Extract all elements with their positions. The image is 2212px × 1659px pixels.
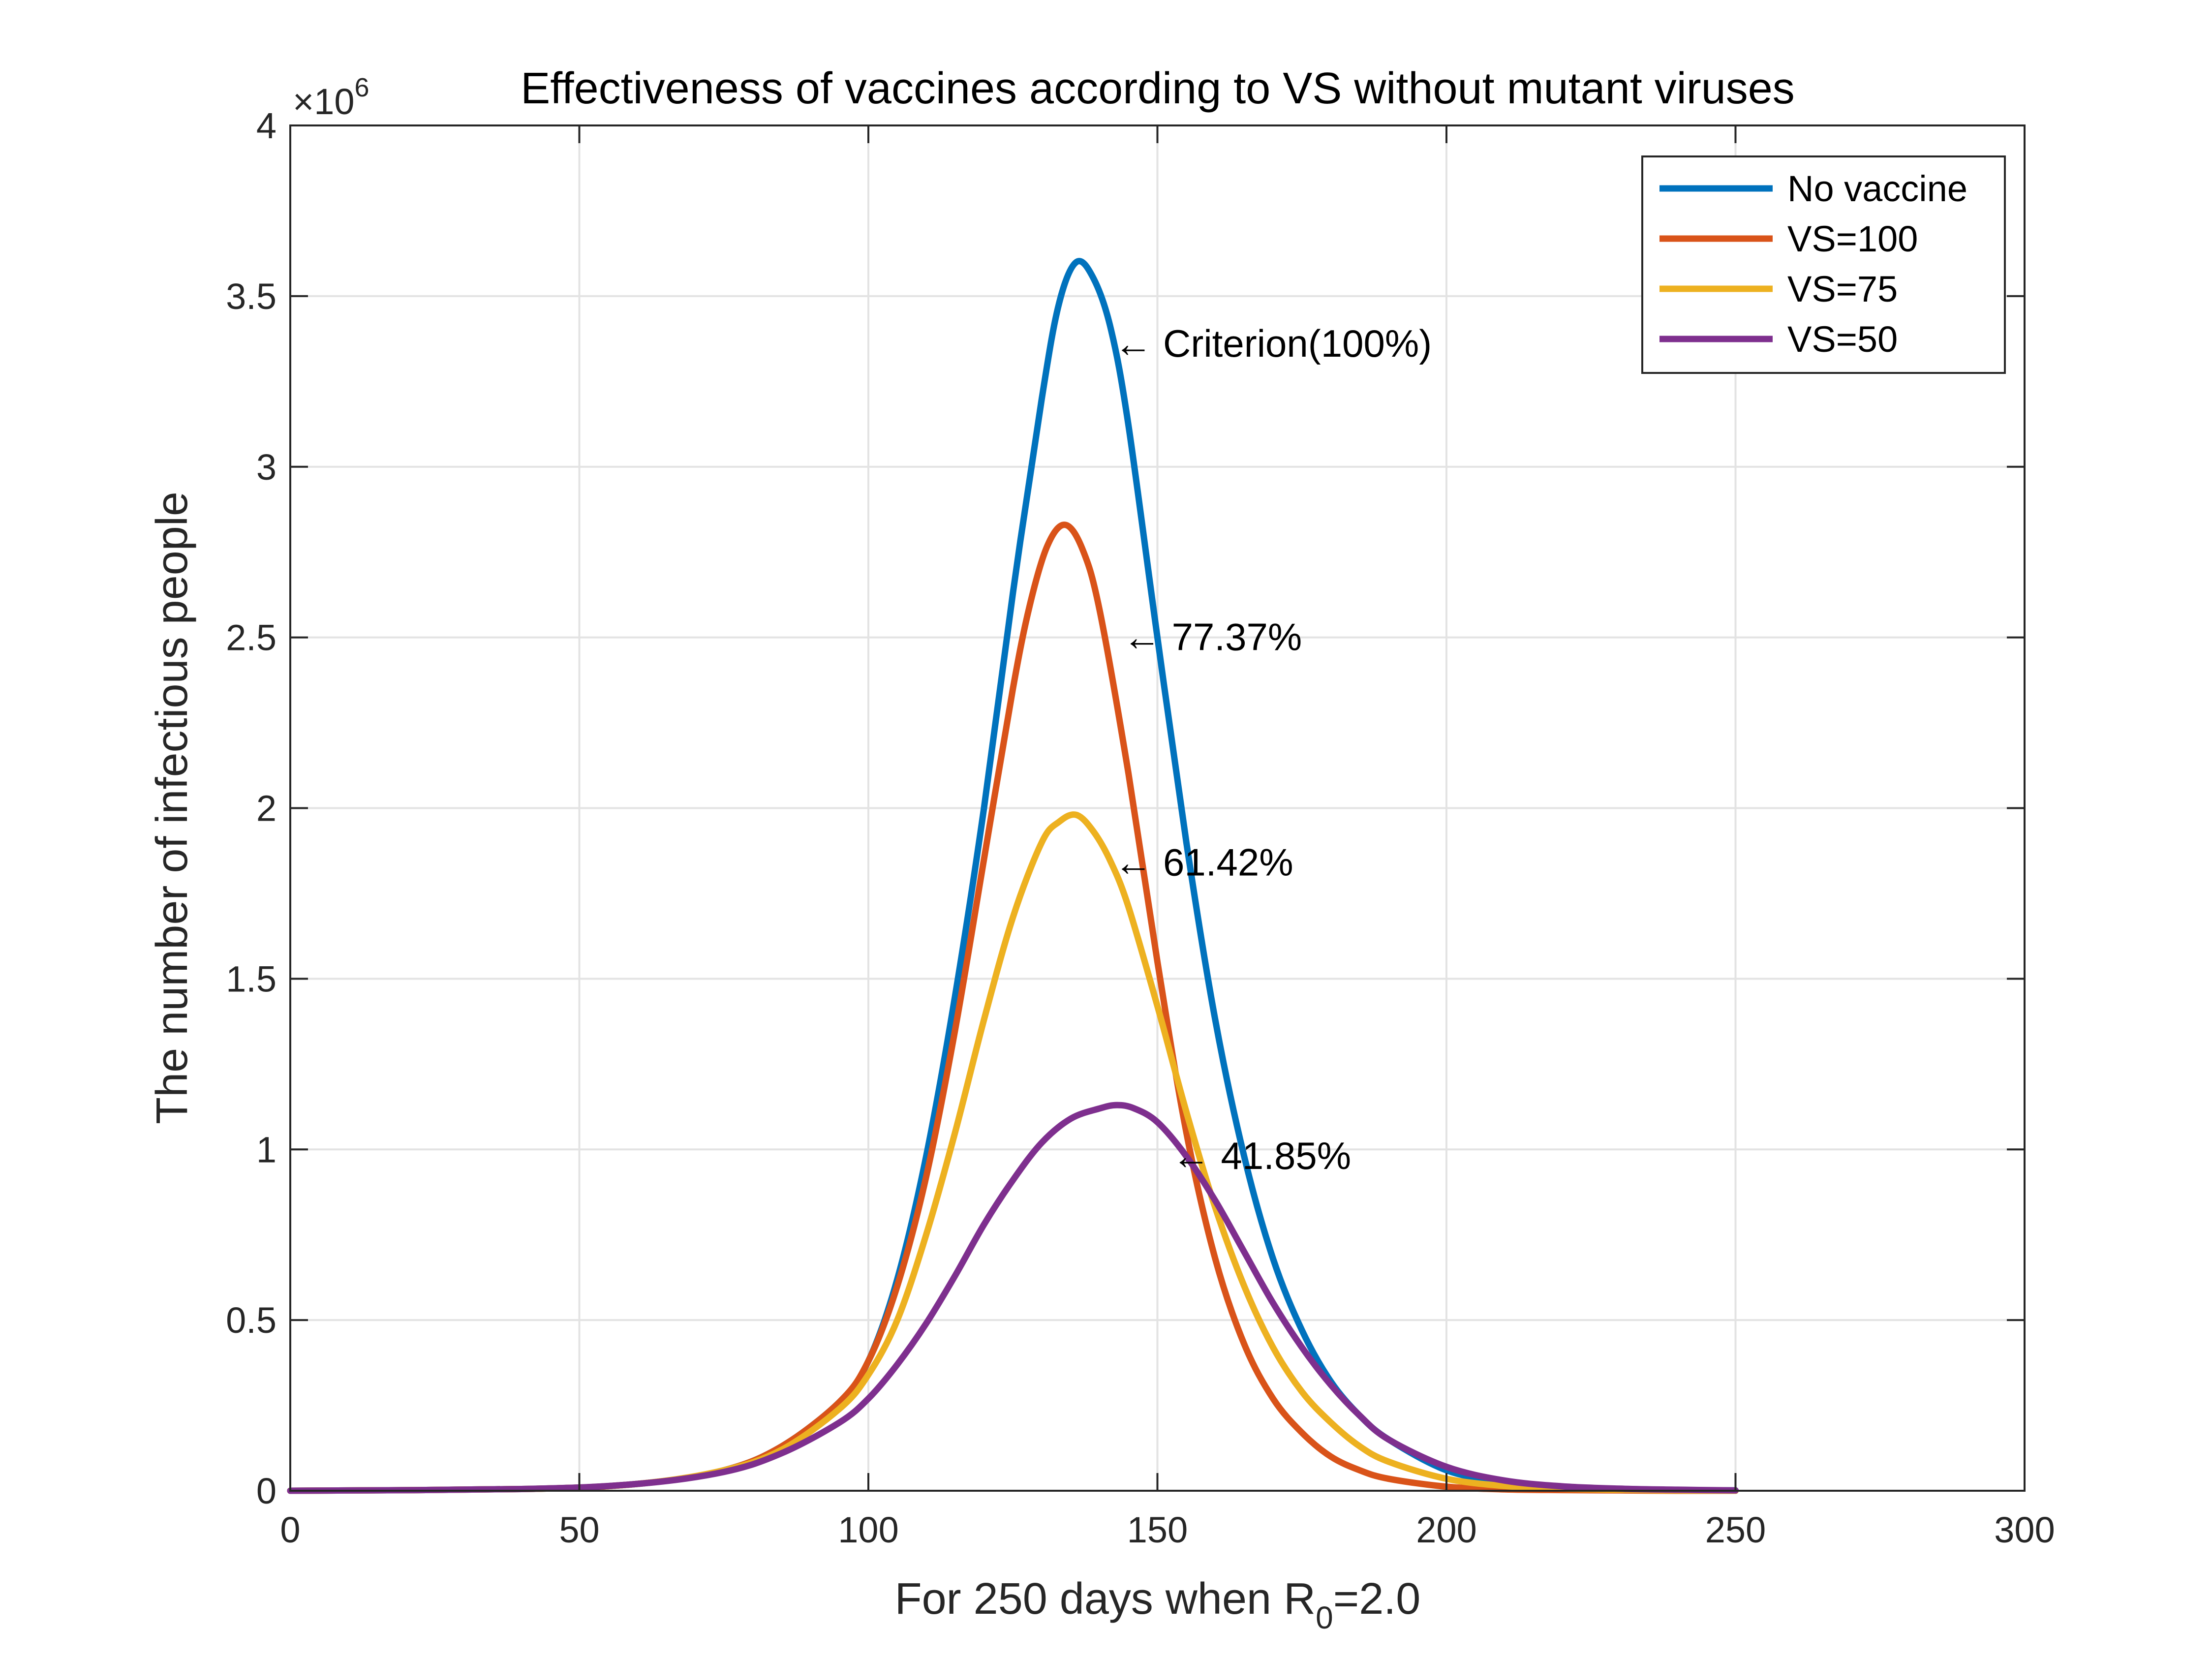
y-tick-label: 3.5 [226, 276, 276, 317]
y-exponent-power: 6 [355, 73, 369, 102]
series-lines [287, 258, 1739, 1494]
annotation-label: ← 41.85% [1172, 1134, 1351, 1177]
chart-title: Effectiveness of vaccines according to V… [521, 64, 1795, 113]
y-tick-label: 2.5 [226, 617, 276, 658]
y-tick-label: 0.5 [226, 1300, 276, 1341]
y-tick-label: 1.5 [226, 958, 276, 999]
y-exponent-label: ×106 [293, 73, 369, 122]
legend-entry-label: No vaccine [1787, 168, 1967, 209]
annotation-label: ← 77.37% [1123, 615, 1302, 659]
legend-entry-label: VS=75 [1787, 269, 1898, 309]
y-tick-label: 4 [256, 105, 276, 146]
x-tick-label: 0 [280, 1509, 300, 1550]
legend-entry-label: VS=100 [1787, 218, 1918, 259]
x-axis-label-post: =2.0 [1333, 1574, 1421, 1624]
legend-box [1641, 155, 2006, 374]
series-line-2 [287, 522, 1739, 1494]
y-tick-label: 1 [256, 1129, 276, 1170]
x-tick-label: 100 [838, 1509, 898, 1550]
axis-ticks: 0 50 100 150 200 250 300 0 0.5 1 1.5 2 2.5 3 3.5 4 [226, 105, 2055, 1550]
legend: No vaccine VS=100 VS=75 VS=50 [1641, 155, 2006, 374]
x-axis-label-sub: 0 [1316, 1600, 1333, 1635]
annotation-label: ← Criterion(100%) [1114, 322, 1432, 365]
y-tick-label: 0 [256, 1471, 276, 1511]
y-axis-label: The number of infectious people [148, 492, 197, 1124]
series-line-3 [287, 811, 1739, 1494]
series-line-4 [287, 1102, 1739, 1494]
y-tick-label: 3 [256, 447, 276, 488]
y-exponent-prefix: ×10 [293, 81, 355, 122]
x-axis-label-main: For 250 days when R [895, 1574, 1316, 1624]
annotations: ← Criterion(100%) ← 77.37% ← 61.42% ← 41.85… [1114, 322, 1432, 1177]
y-tick-label: 2 [256, 788, 276, 829]
x-tick-label: 300 [1994, 1509, 2055, 1550]
x-tick-label: 200 [1416, 1509, 1476, 1550]
x-tick-label: 250 [1705, 1509, 1766, 1550]
x-axis-label: For 250 days when R0=2.0 [895, 1574, 1421, 1635]
x-tick-label: 50 [559, 1509, 599, 1550]
annotation-label: ← 61.42% [1114, 841, 1293, 884]
x-tick-label: 150 [1127, 1509, 1188, 1550]
legend-entry-label: VS=50 [1787, 319, 1898, 360]
